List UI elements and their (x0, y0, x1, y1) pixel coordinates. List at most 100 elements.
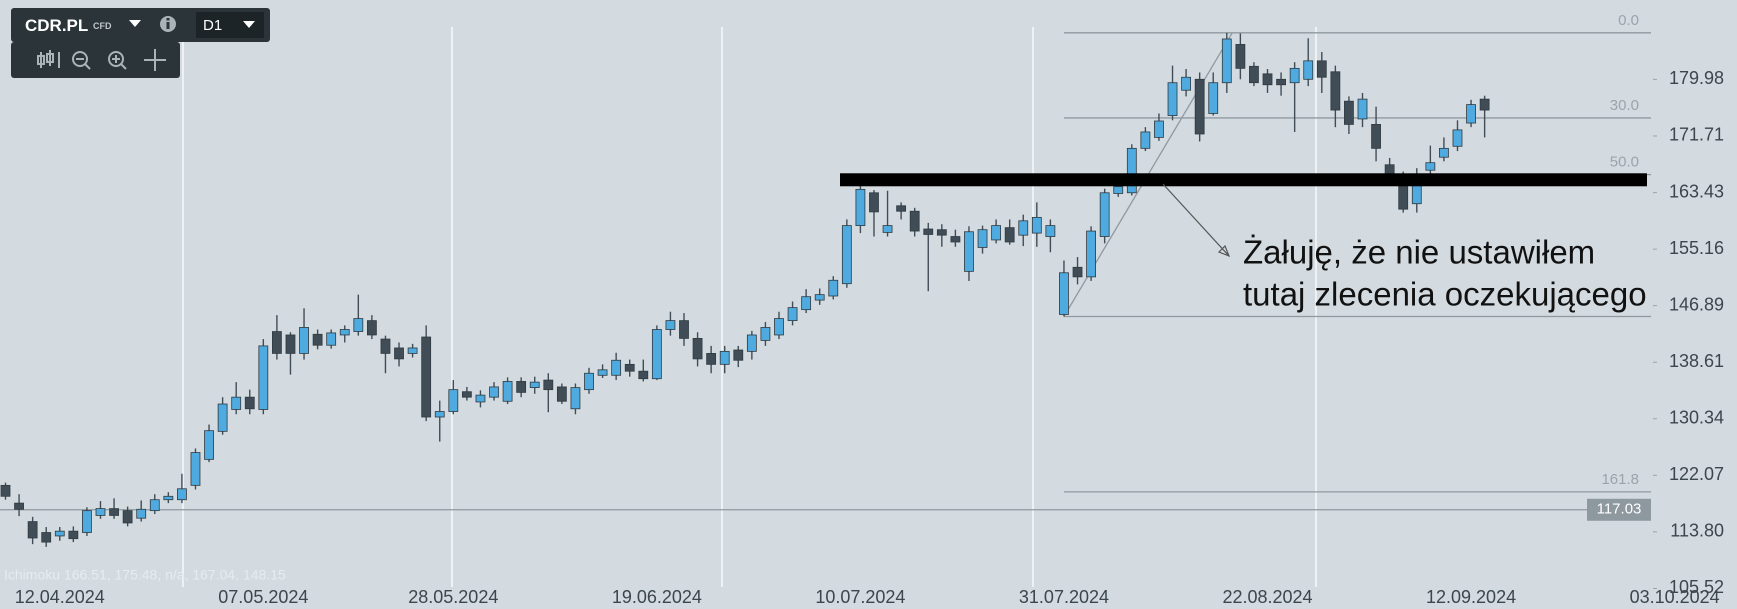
candle-body (787, 307, 798, 322)
candle-body (529, 381, 540, 389)
candle-body (1316, 60, 1327, 78)
candle-body (1276, 78, 1286, 86)
candle-body (1330, 71, 1341, 111)
candle-body (936, 229, 947, 236)
candle-body (556, 386, 567, 402)
zoom-in-icon[interactable] (108, 51, 127, 70)
indicator-label: Ichimoku 166.51, 175.48, n/a, 167.04, 14… (4, 567, 286, 583)
candle-body (177, 488, 187, 501)
dropdown-arrow[interactable] (243, 21, 255, 28)
candle-body (434, 411, 445, 418)
candle-body (27, 521, 38, 539)
tool-icons (37, 49, 166, 71)
candle-body (1072, 266, 1083, 278)
y-tick-label: 155.16 (1669, 238, 1724, 258)
candle-body (1154, 120, 1164, 138)
y-tick-label: 179.98 (1669, 68, 1724, 88)
candle-body (1194, 78, 1205, 135)
candle-body (163, 495, 174, 501)
candle-body (1208, 82, 1219, 114)
annotation-text: Żałuję, że nie ustawiłem (1243, 234, 1595, 271)
timeframe-box[interactable] (196, 12, 264, 38)
candle-body (204, 430, 214, 460)
fib-label: 30.0 (1610, 97, 1639, 114)
candle-body (1086, 230, 1096, 278)
candle-body (1289, 67, 1300, 84)
candle-body (54, 530, 65, 537)
y-tick-label: 130.34 (1669, 408, 1724, 428)
candle-body (1303, 60, 1314, 80)
candle-body (475, 394, 486, 403)
y-tick-label: 105.52 (1669, 577, 1724, 597)
x-tick-label: 03.10.2024 (1630, 587, 1720, 607)
candle-body (68, 530, 79, 540)
plot: 105.52 113.80 122.07 130.34 138.61 146.89 155.… (0, 12, 1724, 607)
candle-body (1113, 186, 1124, 194)
candle-body (991, 225, 1002, 241)
candle-body (1425, 162, 1436, 171)
x-tick-label: 12.09.2024 (1426, 587, 1516, 607)
x-tick-label: 12.04.2024 (15, 587, 105, 607)
fib-label: 0.0 (1618, 12, 1639, 29)
fib-label: 161.8 (1601, 471, 1639, 488)
chart-type-icon[interactable] (37, 50, 60, 68)
candle-body (909, 210, 920, 232)
symbol-bar: CDR.PL CFD D1 (11, 8, 270, 42)
candle-body (448, 389, 459, 412)
tool-bar (11, 42, 180, 78)
candle-body (665, 320, 676, 330)
candle-body (271, 331, 282, 354)
info-glyph (166, 22, 170, 29)
dropdown-arrow[interactable] (129, 20, 141, 27)
y-tick-label: 113.80 (1670, 521, 1724, 541)
candle-body (1439, 147, 1449, 158)
candle-body (814, 294, 825, 301)
candle-body (407, 347, 418, 354)
candle-body (801, 296, 812, 311)
zoom-out-icon[interactable] (72, 51, 91, 70)
candle-body (190, 452, 201, 486)
candle-body (1235, 44, 1246, 69)
symbol-icons (129, 12, 264, 38)
candle-body (1045, 225, 1056, 237)
x-tick-label: 22.08.2024 (1222, 587, 1312, 607)
candle-body (1466, 104, 1476, 124)
candle-body (82, 510, 92, 533)
candle-body (611, 359, 622, 376)
candle-body (597, 369, 608, 376)
candle-body (1126, 147, 1137, 194)
current-price-label: 117.03 (1597, 501, 1642, 518)
candle-body (217, 403, 228, 432)
candle-body (231, 396, 242, 410)
candle-body (0, 484, 11, 497)
candle-body (1004, 227, 1015, 243)
candle-body (1059, 272, 1069, 315)
symbol[interactable]: CDR.PL (25, 16, 89, 35)
candle-body (339, 329, 350, 336)
candle-body (1167, 82, 1178, 116)
candle-body (1411, 184, 1422, 205)
candle-body (855, 188, 866, 226)
vertical-grid (182, 27, 1317, 587)
y-tick-label: 163.43 (1669, 181, 1724, 201)
y-tick-label: 138.61 (1669, 351, 1724, 371)
x-tick-label: 31.07.2024 (1019, 587, 1109, 607)
candle-body (651, 329, 662, 380)
candle-body (502, 381, 513, 402)
info-glyph (166, 18, 170, 21)
pan-icon[interactable] (144, 49, 166, 71)
candle-body (299, 327, 309, 354)
timeframe[interactable]: D1 (203, 17, 223, 34)
level-line (840, 173, 1647, 187)
candle-body (461, 391, 472, 398)
candle-body (1357, 98, 1368, 120)
candle-body (706, 353, 717, 365)
candle-body (774, 318, 784, 336)
candle-body (1221, 38, 1232, 84)
candle-body (489, 386, 499, 398)
candle-body (570, 387, 581, 410)
candle-body (841, 225, 852, 285)
candle-body (733, 349, 744, 361)
candle-body (353, 318, 364, 332)
